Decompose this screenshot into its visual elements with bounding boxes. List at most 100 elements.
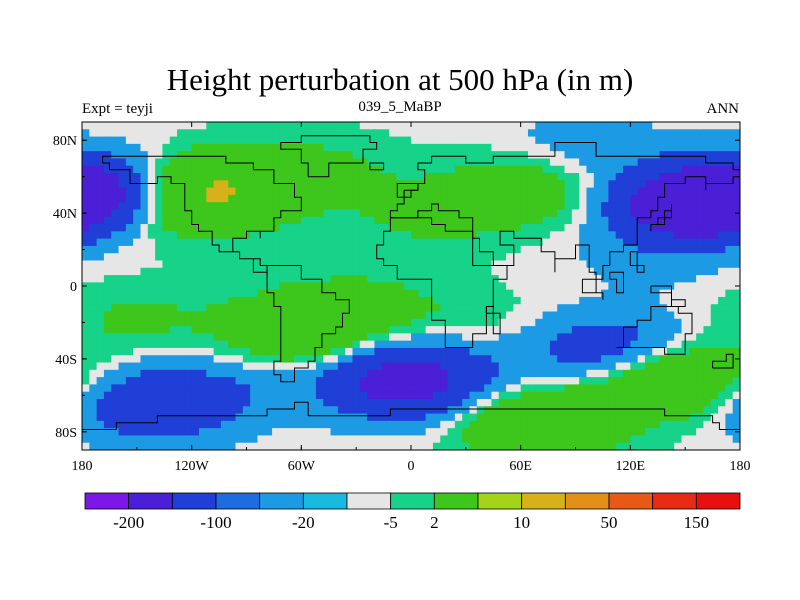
field-cell bbox=[337, 318, 346, 327]
field-cell bbox=[681, 238, 690, 247]
field-cell bbox=[542, 369, 551, 378]
field-cell bbox=[520, 347, 529, 356]
field-cell bbox=[440, 122, 449, 130]
field-cell bbox=[155, 435, 164, 444]
field-cell bbox=[454, 420, 463, 429]
field-cell bbox=[476, 398, 485, 407]
field-cell bbox=[725, 267, 734, 276]
field-cell bbox=[381, 158, 390, 167]
field-cell bbox=[250, 260, 259, 269]
field-cell bbox=[242, 173, 251, 181]
field-cell bbox=[447, 311, 456, 320]
field-cell bbox=[571, 143, 580, 152]
field-cell bbox=[454, 158, 463, 167]
field-cell bbox=[725, 435, 734, 444]
field-cell bbox=[169, 377, 178, 385]
field-cell bbox=[396, 398, 405, 407]
field-cell bbox=[264, 311, 273, 320]
field-cell bbox=[250, 187, 259, 196]
field-cell bbox=[418, 151, 427, 160]
field-cell bbox=[579, 398, 588, 407]
field-cell bbox=[155, 260, 164, 269]
field-cell bbox=[111, 129, 120, 138]
field-cell bbox=[432, 224, 441, 232]
field-cell bbox=[155, 180, 164, 189]
field-cell bbox=[542, 435, 551, 444]
field-cell bbox=[418, 296, 427, 305]
field-cell bbox=[725, 158, 734, 167]
field-cell bbox=[155, 304, 164, 313]
field-cell bbox=[367, 151, 376, 160]
field-cell bbox=[294, 391, 302, 400]
field-cell bbox=[549, 406, 558, 415]
field-cell bbox=[294, 377, 302, 385]
field-cell bbox=[440, 377, 449, 385]
field-cell bbox=[732, 151, 740, 160]
field-cell bbox=[337, 362, 346, 371]
field-cell bbox=[315, 296, 324, 305]
field-cell bbox=[352, 158, 361, 167]
field-cell bbox=[476, 238, 485, 247]
field-cell bbox=[571, 355, 580, 364]
field-cell bbox=[264, 194, 273, 203]
field-cell bbox=[359, 267, 368, 276]
field-cell bbox=[674, 413, 683, 422]
field-cell bbox=[169, 384, 178, 393]
field-cell bbox=[527, 122, 536, 130]
field-cell bbox=[520, 377, 529, 385]
field-cell bbox=[601, 406, 609, 415]
field-cell bbox=[155, 398, 164, 407]
field-cell bbox=[462, 238, 471, 247]
field-cell bbox=[630, 282, 639, 291]
field-cell bbox=[242, 289, 251, 298]
field-cell bbox=[549, 253, 558, 262]
field-cell bbox=[454, 406, 463, 415]
field-cell bbox=[652, 442, 661, 450]
field-cell bbox=[89, 311, 98, 320]
field-cell bbox=[140, 260, 149, 269]
field-cell bbox=[294, 420, 302, 429]
field-cell bbox=[89, 267, 98, 276]
field-cell bbox=[294, 267, 302, 276]
coastline bbox=[102, 155, 302, 273]
field-cell bbox=[484, 347, 493, 356]
field-cell bbox=[264, 347, 273, 356]
field-cell bbox=[389, 391, 397, 400]
field-cell bbox=[674, 311, 683, 320]
field-cell bbox=[308, 231, 317, 240]
field-cell bbox=[294, 165, 302, 174]
field-cell bbox=[235, 428, 244, 437]
field-cell bbox=[476, 173, 485, 181]
field-cell bbox=[367, 391, 376, 400]
field-cell bbox=[579, 151, 588, 160]
field-cell bbox=[608, 122, 617, 130]
field-cell bbox=[403, 238, 412, 247]
field-cell bbox=[652, 428, 661, 437]
field-cell bbox=[462, 129, 471, 138]
field-cell bbox=[535, 369, 544, 378]
field-cell bbox=[220, 420, 229, 429]
field-cell bbox=[198, 231, 207, 240]
field-cell bbox=[242, 165, 251, 174]
x-tick-label: 0 bbox=[408, 459, 415, 474]
field-cell bbox=[688, 340, 697, 349]
field-cell bbox=[235, 158, 244, 167]
field-cell bbox=[272, 362, 280, 371]
field-cell bbox=[659, 231, 668, 240]
field-cell bbox=[294, 260, 302, 269]
field-cell bbox=[491, 442, 500, 450]
field-cell bbox=[169, 304, 178, 313]
field-cell bbox=[571, 260, 580, 269]
field-cell bbox=[425, 420, 434, 429]
field-cell bbox=[571, 202, 580, 211]
field-cell bbox=[337, 355, 346, 364]
field-cell bbox=[169, 202, 178, 211]
field-cell bbox=[359, 333, 368, 342]
field-cell bbox=[330, 136, 339, 145]
field-cell bbox=[527, 173, 536, 181]
field-cell bbox=[396, 362, 405, 371]
field-cell bbox=[228, 151, 237, 160]
field-cell bbox=[476, 231, 485, 240]
field-cell bbox=[162, 187, 171, 196]
field-cell bbox=[315, 151, 324, 160]
